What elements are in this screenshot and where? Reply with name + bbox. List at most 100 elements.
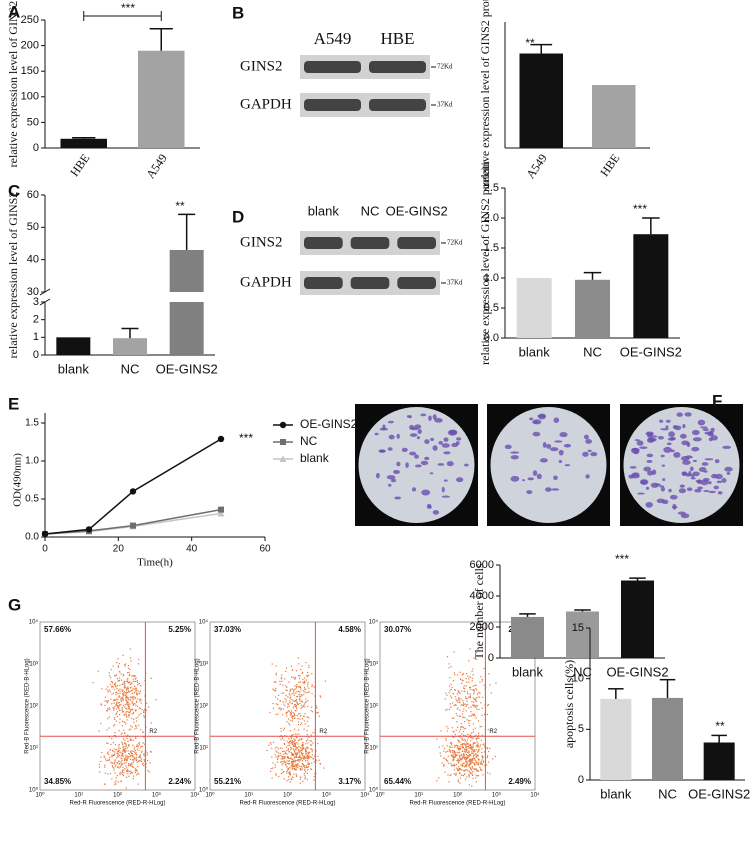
event — [106, 701, 108, 703]
event — [300, 668, 302, 671]
event — [269, 712, 271, 714]
event — [114, 674, 116, 676]
event — [481, 769, 483, 771]
y-tick-label: 0 — [33, 349, 39, 361]
event — [108, 758, 111, 760]
event — [285, 764, 287, 766]
cell — [682, 424, 686, 429]
quadrant-percent: 3.17% — [338, 777, 361, 786]
blot-band — [304, 237, 343, 249]
event — [448, 748, 451, 751]
event — [450, 755, 452, 757]
event — [133, 746, 136, 748]
event — [448, 663, 450, 665]
event — [299, 681, 301, 683]
event — [488, 673, 490, 675]
event — [296, 746, 298, 748]
event — [466, 748, 468, 751]
event — [307, 705, 309, 708]
event — [477, 743, 479, 745]
event — [296, 708, 298, 710]
event — [460, 726, 462, 728]
event — [120, 700, 122, 702]
event — [459, 745, 461, 747]
cell — [717, 491, 723, 495]
cell — [701, 462, 709, 466]
event — [282, 756, 284, 758]
event — [297, 713, 300, 715]
significance: *** — [239, 431, 253, 445]
event — [125, 755, 127, 758]
event — [462, 769, 464, 772]
event — [293, 713, 295, 715]
panel-label: B — [232, 3, 244, 22]
x-tick-label: 10² — [283, 793, 292, 799]
event — [467, 743, 469, 745]
cell — [670, 436, 676, 441]
cell — [510, 455, 519, 460]
event — [122, 654, 124, 656]
cell — [663, 446, 672, 453]
event — [454, 746, 456, 748]
event — [277, 713, 279, 715]
event — [472, 723, 474, 725]
event — [108, 675, 111, 677]
event — [119, 752, 121, 754]
event — [124, 706, 126, 708]
cell — [708, 437, 713, 442]
event — [481, 756, 484, 758]
event — [477, 770, 480, 772]
bar — [511, 616, 544, 658]
event — [468, 707, 470, 709]
event — [280, 735, 282, 737]
event — [289, 766, 291, 769]
x-tick-label: HBE — [67, 151, 92, 179]
y-tick-label: 0.0 — [25, 532, 39, 543]
event — [133, 758, 136, 760]
event — [272, 688, 274, 690]
event — [303, 772, 305, 775]
event — [487, 761, 490, 763]
cell — [629, 466, 637, 469]
event — [294, 709, 296, 712]
y-tick-label: 10³ — [369, 662, 378, 668]
cell — [532, 470, 538, 476]
event — [463, 766, 466, 768]
event — [303, 703, 306, 705]
event — [466, 739, 468, 741]
event — [129, 698, 131, 701]
event — [116, 775, 118, 777]
event — [302, 678, 304, 681]
event — [275, 665, 277, 667]
event — [465, 758, 467, 760]
event — [472, 749, 474, 751]
event — [305, 766, 307, 769]
event — [452, 680, 455, 682]
event — [474, 715, 476, 717]
event — [294, 745, 297, 747]
event — [295, 752, 297, 754]
event — [304, 691, 306, 693]
event — [472, 731, 474, 733]
event — [287, 742, 289, 744]
row-label: GAPDH — [240, 96, 292, 112]
event — [287, 767, 289, 769]
event — [275, 756, 277, 758]
event — [134, 772, 136, 774]
event — [113, 763, 115, 765]
event — [121, 752, 123, 754]
cell — [432, 414, 437, 420]
well — [623, 407, 740, 523]
event — [317, 711, 319, 714]
cell — [637, 492, 645, 495]
cell — [526, 490, 533, 495]
y-axis-title: apoptosis cells(%) — [562, 660, 576, 748]
event — [449, 750, 452, 752]
event — [281, 680, 283, 682]
event — [471, 747, 474, 749]
event — [299, 697, 301, 699]
event — [475, 749, 477, 751]
event — [296, 696, 299, 698]
event — [113, 702, 115, 704]
event — [459, 728, 461, 731]
